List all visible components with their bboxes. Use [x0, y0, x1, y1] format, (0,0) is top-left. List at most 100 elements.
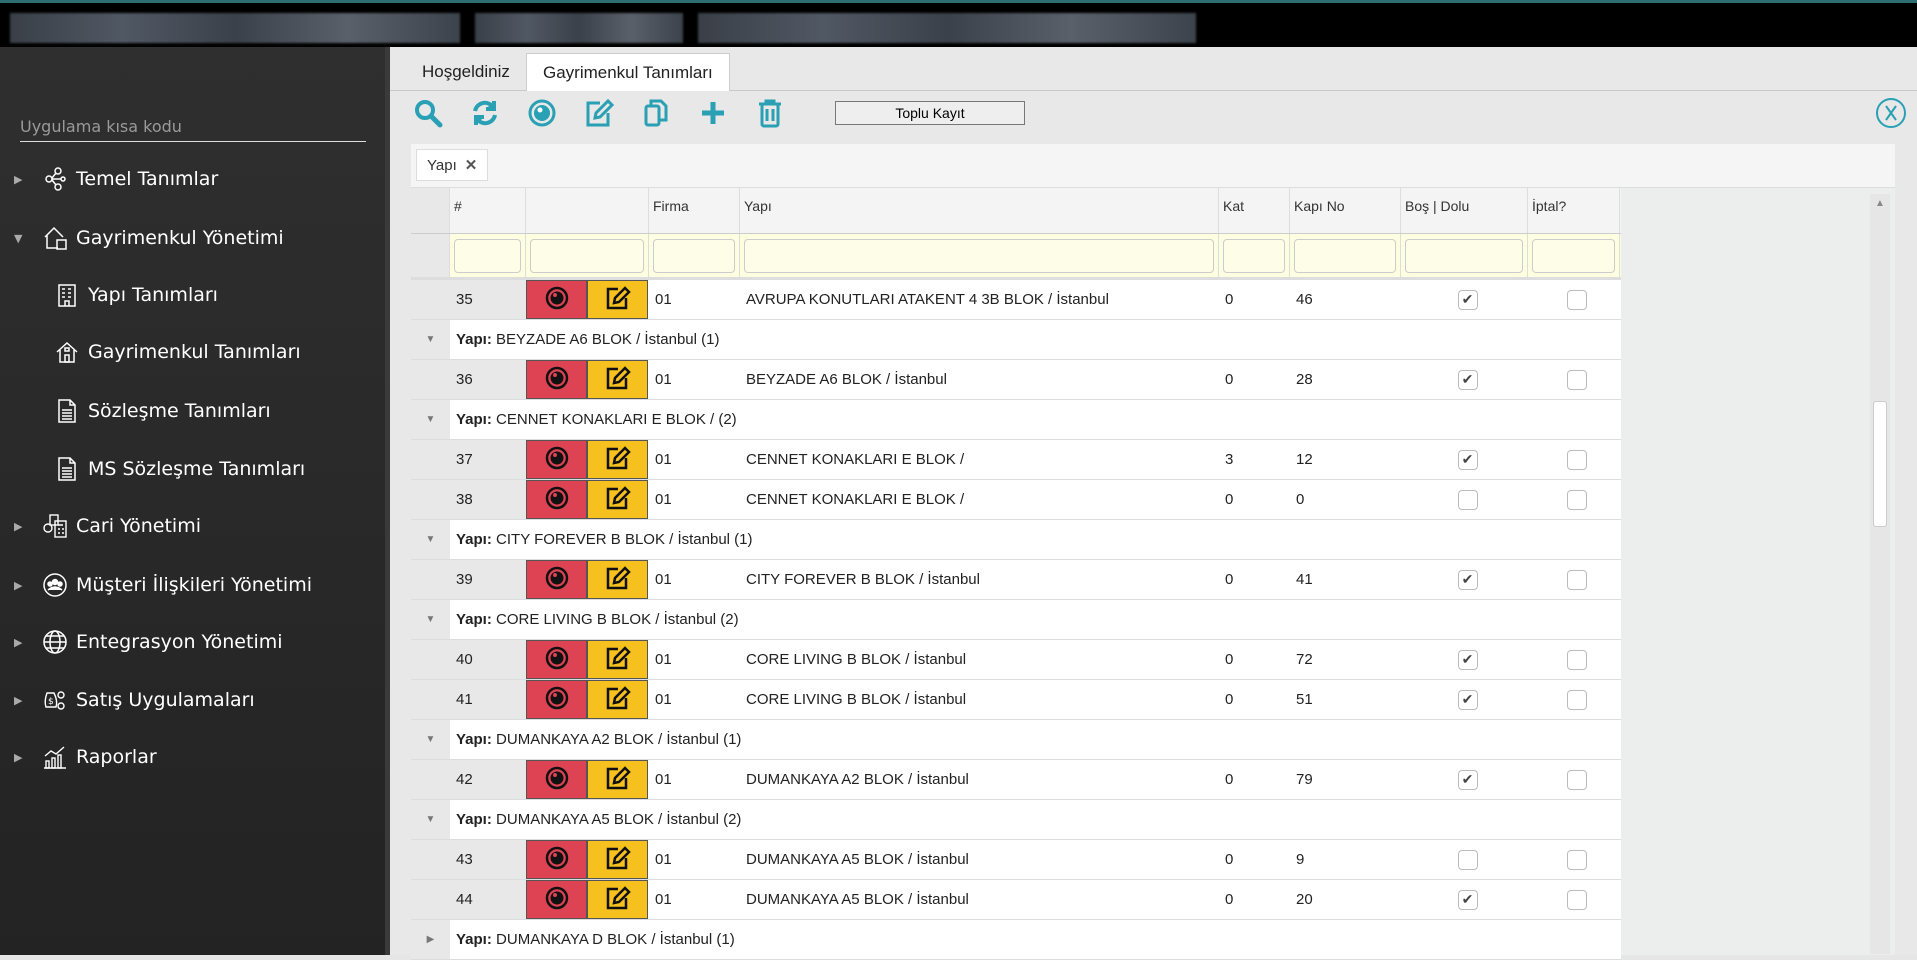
column-header[interactable]: Kat — [1219, 188, 1290, 233]
vertical-scrollbar[interactable]: ▲ — [1870, 194, 1890, 954]
sidebar-item[interactable]: ▶ Temel Tanımlar — [0, 159, 385, 199]
tab-hosgeldiniz[interactable]: Hoşgeldiniz — [422, 62, 510, 81]
sidebar-item[interactable]: Gayrimenkul Tanımları — [0, 332, 385, 372]
view-button[interactable] — [526, 480, 587, 519]
edit-button[interactable] — [587, 760, 648, 799]
column-header[interactable]: Kapı No — [1290, 188, 1401, 233]
table-row[interactable]: 38 01 CENNET KONAKLARI E BLOK / 0 0 — [411, 480, 1621, 520]
table-row[interactable]: 35 01 AVRUPA KONUTLARI ATAKENT 4 3B BLOK… — [411, 280, 1621, 320]
search-button[interactable] — [410, 95, 446, 135]
view-button[interactable] — [526, 640, 587, 679]
group-row[interactable]: ▼ Yapı: DUMANKAYA A2 BLOK / İstanbul (1) — [411, 720, 1621, 760]
edit-button[interactable] — [587, 360, 648, 399]
sidebar-item[interactable]: ▶ Entegrasyon Yönetimi — [0, 622, 385, 662]
table-row[interactable]: 37 01 CENNET KONAKLARI E BLOK / 3 12 ✔ — [411, 440, 1621, 480]
view-button[interactable] — [526, 840, 587, 879]
sidebar-item[interactable]: MS Sözleşme Tanımları — [0, 449, 385, 489]
iptal-checkbox[interactable] — [1567, 689, 1587, 710]
column-filter-input[interactable] — [454, 239, 521, 273]
delete-button[interactable] — [752, 95, 788, 135]
group-row[interactable]: ▼ Yapı: CENNET KONAKLARI E BLOK / (2) — [411, 400, 1621, 440]
bos-dolu-checkbox[interactable] — [1457, 849, 1478, 870]
tab-gayrimenkul-tanimlari[interactable]: Gayrimenkul Tanımları — [526, 53, 730, 91]
add-button[interactable] — [695, 95, 731, 135]
column-filter-input[interactable] — [1294, 239, 1396, 273]
column-filter-input[interactable] — [530, 239, 644, 273]
edit-button[interactable] — [581, 95, 617, 135]
iptal-checkbox[interactable] — [1567, 569, 1587, 590]
table-row[interactable]: 44 01 DUMANKAYA A5 BLOK / İstanbul 0 20 … — [411, 880, 1621, 920]
edit-button[interactable] — [587, 840, 648, 879]
bos-dolu-checkbox[interactable]: ✔ — [1457, 569, 1478, 590]
view-button[interactable] — [526, 440, 587, 479]
bos-dolu-checkbox[interactable]: ✔ — [1457, 689, 1478, 710]
edit-button[interactable] — [587, 680, 648, 719]
sidebar-item[interactable]: ▶ $ Satış Uygulamaları — [0, 680, 385, 720]
remove-group-icon[interactable]: ✕ — [464, 157, 478, 174]
sidebar-item[interactable]: Sözleşme Tanımları — [0, 391, 385, 431]
column-header[interactable]: İptal? — [1528, 188, 1620, 233]
sidebar-item[interactable]: ▼ Gayrimenkul Yönetimi — [0, 218, 385, 258]
column-filter-input[interactable] — [1532, 239, 1615, 273]
collapse-group-icon[interactable]: ▼ — [411, 720, 450, 759]
scrollbar-thumb[interactable] — [1873, 401, 1887, 527]
expand-group-icon[interactable]: ▶ — [411, 920, 450, 959]
column-header[interactable]: Boş | Dolu — [1401, 188, 1528, 233]
view-button[interactable] — [526, 280, 587, 319]
edit-button[interactable] — [587, 880, 648, 919]
table-row[interactable]: 43 01 DUMANKAYA A5 BLOK / İstanbul 0 9 — [411, 840, 1621, 880]
collapse-group-icon[interactable]: ▼ — [411, 520, 450, 559]
column-filter-input[interactable] — [744, 239, 1214, 273]
bos-dolu-checkbox[interactable]: ✔ — [1457, 449, 1478, 470]
collapse-group-icon[interactable]: ▼ — [411, 400, 450, 439]
iptal-checkbox[interactable] — [1567, 889, 1587, 910]
column-header[interactable]: Firma — [649, 188, 740, 233]
edit-button[interactable] — [587, 280, 648, 319]
collapse-group-icon[interactable]: ▼ — [411, 320, 450, 359]
edit-button[interactable] — [587, 440, 648, 479]
table-row[interactable]: 36 01 BEYZADE A6 BLOK / İstanbul 0 28 ✔ — [411, 360, 1621, 400]
iptal-checkbox[interactable] — [1567, 849, 1587, 870]
copy-button[interactable] — [638, 95, 674, 135]
edit-button[interactable] — [587, 560, 648, 599]
bulk-save-button[interactable]: Toplu Kayıt — [835, 101, 1025, 125]
view-button[interactable] — [526, 880, 587, 919]
group-row[interactable]: ▼ Yapı: DUMANKAYA A5 BLOK / İstanbul (2) — [411, 800, 1621, 840]
column-filter-input[interactable] — [653, 239, 735, 273]
column-filter-input[interactable] — [1223, 239, 1285, 273]
iptal-checkbox[interactable] — [1567, 649, 1587, 670]
view-button[interactable] — [526, 360, 587, 399]
iptal-checkbox[interactable] — [1567, 449, 1587, 470]
edit-button[interactable] — [587, 480, 648, 519]
collapse-group-icon[interactable]: ▼ — [411, 800, 450, 839]
iptal-checkbox[interactable] — [1567, 289, 1587, 310]
sidebar-item[interactable]: Yapı Tanımları — [0, 275, 385, 315]
bos-dolu-checkbox[interactable]: ✔ — [1457, 369, 1478, 390]
edit-button[interactable] — [587, 640, 648, 679]
column-header[interactable]: Yapı — [740, 188, 1219, 233]
view-button[interactable] — [526, 560, 587, 599]
iptal-checkbox[interactable] — [1567, 489, 1587, 510]
table-row[interactable]: 40 01 CORE LIVING B BLOK / İstanbul 0 72… — [411, 640, 1621, 680]
group-chip[interactable]: Yapı ✕ — [416, 149, 489, 181]
column-header[interactable]: # — [450, 188, 526, 233]
bos-dolu-checkbox[interactable]: ✔ — [1457, 889, 1478, 910]
bos-dolu-checkbox[interactable] — [1457, 489, 1478, 510]
bos-dolu-checkbox[interactable]: ✔ — [1457, 289, 1478, 310]
close-icon[interactable] — [1875, 97, 1907, 134]
sidebar-item[interactable]: ▶ Raporlar — [0, 737, 385, 777]
table-row[interactable]: 39 01 CITY FOREVER B BLOK / İstanbul 0 4… — [411, 560, 1621, 600]
refresh-button[interactable] — [467, 95, 503, 135]
collapse-group-icon[interactable]: ▼ — [411, 600, 450, 639]
app-shortcode-input[interactable] — [20, 117, 366, 142]
bos-dolu-checkbox[interactable]: ✔ — [1457, 649, 1478, 670]
iptal-checkbox[interactable] — [1567, 769, 1587, 790]
sidebar-item[interactable]: ▶ Cari Yönetimi — [0, 506, 385, 546]
group-row[interactable]: ▼ Yapı: BEYZADE A6 BLOK / İstanbul (1) — [411, 320, 1621, 360]
view-button[interactable] — [526, 760, 587, 799]
group-row[interactable]: ▼ Yapı: CITY FOREVER B BLOK / İstanbul (1… — [411, 520, 1621, 560]
view-button[interactable] — [526, 680, 587, 719]
sidebar-item[interactable]: ▶ Müşteri İlişkileri Yönetimi — [0, 565, 385, 605]
column-header[interactable] — [526, 188, 649, 233]
group-row[interactable]: ▼ Yapı: CORE LIVING B BLOK / İstanbul (2) — [411, 600, 1621, 640]
